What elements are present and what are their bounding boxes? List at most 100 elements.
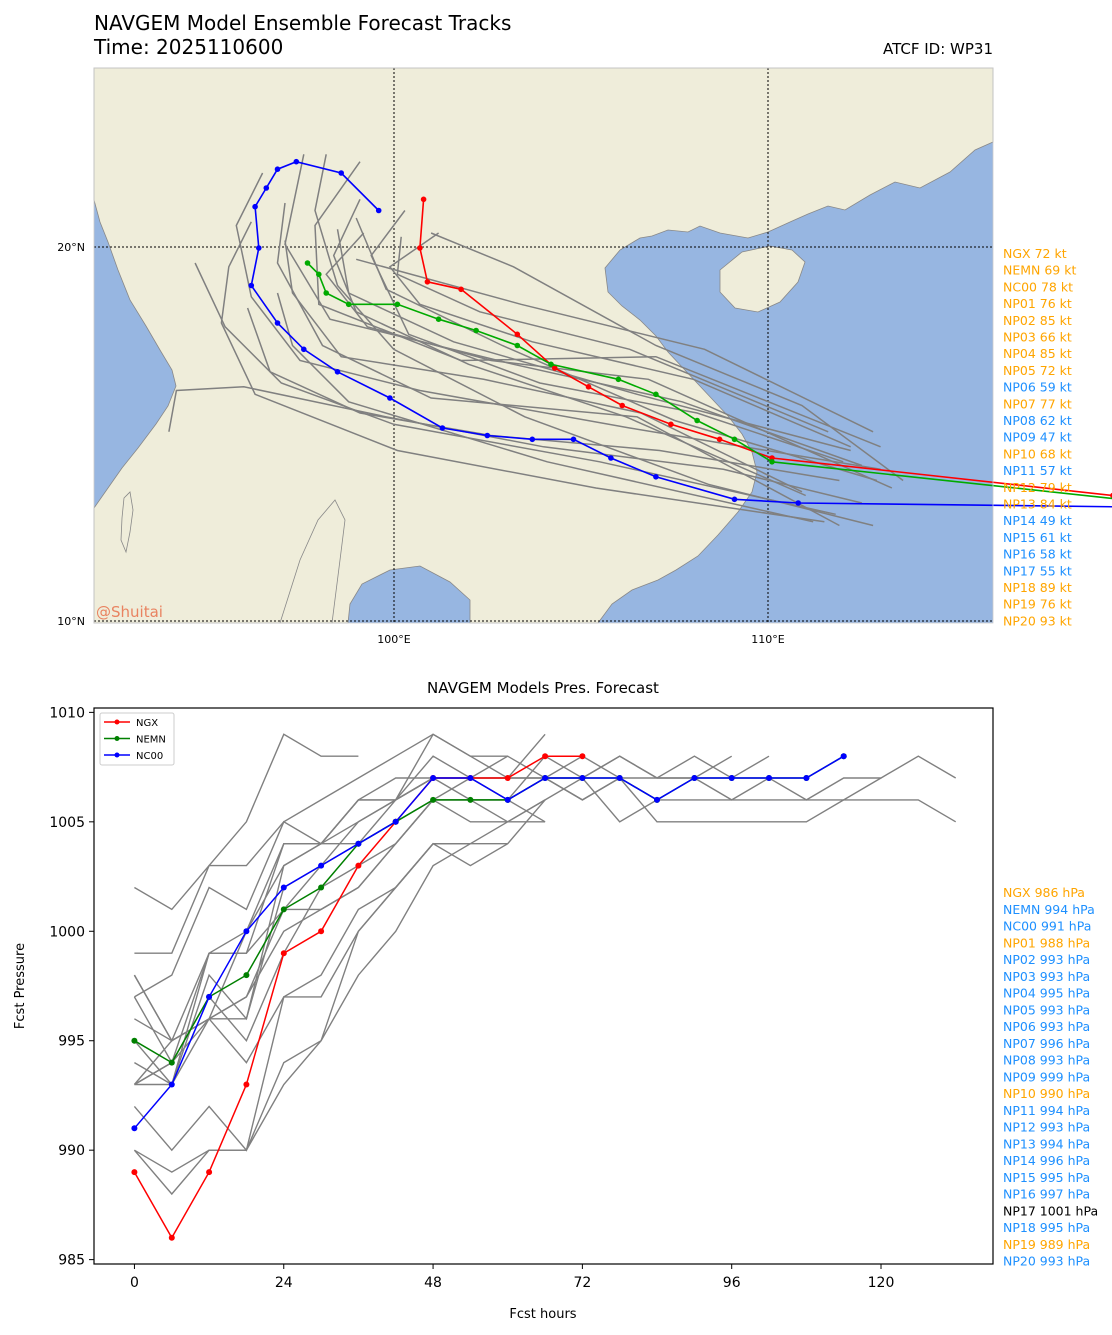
- pressure-member-14: [134, 799, 546, 1173]
- track-legend-item: NP05 72 kt: [1003, 363, 1072, 378]
- member-track-17: [332, 198, 807, 497]
- track-nc00-point: [255, 245, 262, 251]
- track-nc00-point: [293, 158, 300, 165]
- atcf-id-label: ATCF ID: WP31: [883, 40, 993, 58]
- pressure-legend-item: NP01 988 hPa: [1003, 935, 1090, 950]
- pressure-ngx-point: [579, 753, 586, 760]
- x-tick-label: 48: [424, 1275, 442, 1291]
- track-nemn-point: [615, 376, 622, 383]
- track-nc00-line: [250, 160, 1112, 508]
- pressure-legend-item: NP08 993 hPa: [1003, 1053, 1090, 1068]
- track-legend-item: NP02 85 kt: [1003, 313, 1072, 328]
- pressure-nc00-point: [131, 1125, 138, 1132]
- map-frame: [93, 67, 994, 624]
- track-nemn-point: [473, 327, 479, 334]
- y-tick-label: 995: [58, 1034, 85, 1050]
- track-nc00-point: [608, 455, 614, 461]
- track-nemn-point: [653, 391, 659, 398]
- x-tick-label: 0: [130, 1275, 139, 1291]
- member-track-16: [276, 292, 814, 523]
- pressure-legend-item: NP19 989 hPa: [1003, 1237, 1090, 1252]
- pressure-nc00-point: [616, 775, 623, 781]
- pressure-x-label: Fcst hours: [509, 1307, 576, 1322]
- pressure-nc00-point: [728, 775, 735, 781]
- map-land-malay: [279, 499, 346, 624]
- track-nc00-point: [248, 282, 255, 289]
- track-ngx-point: [424, 279, 431, 285]
- pressure-member-15: [133, 843, 471, 1196]
- pressure-ngx-point: [355, 862, 362, 869]
- track-ngx-point: [458, 286, 464, 293]
- track-nemn-point: [769, 459, 775, 465]
- map-land-mainland: [93, 67, 994, 624]
- map-title-line2: Time: 2025110600: [93, 35, 283, 59]
- track-legend-item: NP01 76 kt: [1003, 296, 1072, 311]
- track-legend-item: NP11 57 kt: [1003, 463, 1072, 478]
- track-legend-item: NP09 47 kt: [1003, 430, 1072, 445]
- track-nc00-point: [334, 369, 341, 375]
- pressure-legend-item: NP07 996 hPa: [1003, 1036, 1090, 1051]
- pressure-legend-item: NP10 990 hPa: [1003, 1086, 1090, 1101]
- series-legend-box: [99, 712, 175, 766]
- track-nc00-point: [263, 185, 270, 191]
- track-legend-item: NP06 59 kt: [1003, 380, 1072, 395]
- track-legend-item: NP12 79 kt: [1003, 480, 1072, 495]
- legend-nc00-label: NC00: [136, 751, 163, 762]
- pressure-nc00-point: [504, 796, 511, 803]
- track-nemn-line: [306, 262, 1112, 500]
- pressure-nc00-point: [691, 775, 698, 781]
- series-legend-items: NGX NEMN NC00: [104, 718, 166, 762]
- pressure-legend-item: NP11 994 hPa: [1003, 1103, 1090, 1118]
- pressure-legend-item: NP17 1001 hPa: [1003, 1203, 1098, 1218]
- pressure-legend-item: NP06 993 hPa: [1003, 1019, 1090, 1034]
- lat-label-20n: 20°N: [57, 241, 85, 254]
- pressure-nemn-point: [430, 796, 437, 803]
- track-legend-item: NP18 89 kt: [1003, 580, 1072, 595]
- pressure-legend-item: NP20 993 hPa: [1003, 1254, 1090, 1269]
- track-ngx-point: [417, 245, 423, 251]
- lon-label-110e: 110°E: [751, 633, 784, 646]
- pressure-nc00-line: [133, 755, 845, 1129]
- y-tick-label: 985: [58, 1253, 85, 1269]
- y-tick-label: 1010: [49, 705, 85, 721]
- pressure-nc00-point: [243, 928, 250, 935]
- track-nc00-point: [301, 346, 307, 353]
- pressure-nemn-point: [131, 1037, 138, 1044]
- track-legend-item: NP13 84 kt: [1003, 497, 1072, 512]
- pressure-legend-item: NEMN 994 hPa: [1003, 902, 1095, 917]
- track-ngx-point: [420, 196, 427, 203]
- member-track-10: [284, 240, 803, 493]
- pressure-nemn-line: [134, 755, 845, 1064]
- pressure-nemn-point: [243, 972, 250, 979]
- x-tick-label: 96: [723, 1275, 741, 1291]
- x-tick-label: 120: [868, 1275, 895, 1291]
- track-nc00-point: [274, 320, 281, 326]
- member-track-13: [314, 154, 874, 527]
- pressure-nc00-point: [430, 775, 437, 781]
- pressure-nc00-point: [318, 862, 325, 869]
- pressure-member-11: [133, 799, 546, 1065]
- pressure-nemn-point: [280, 906, 287, 913]
- pressure-nc00-point: [467, 775, 474, 781]
- pressure-nc00-point: [840, 753, 847, 760]
- track-legend-item: NP08 62 kt: [1003, 413, 1072, 428]
- pressure-nc00-point: [168, 1081, 175, 1088]
- pressure-nc00-point: [206, 993, 213, 1000]
- pressure-ngx-point: [318, 928, 325, 935]
- pressure-member-10: [134, 777, 546, 1086]
- member-track-20: [430, 232, 904, 482]
- lat-label-10n: 10°N: [57, 615, 85, 628]
- pressure-ngx-point: [168, 1234, 175, 1241]
- member-track-14: [370, 210, 844, 463]
- map-title-line1: NAVGEM Model Ensemble Forecast Tracks: [94, 11, 511, 35]
- track-legend-item: NP19 76 kt: [1003, 597, 1072, 612]
- pressure-nemn-point: [467, 796, 474, 803]
- legend-ngx-marker: [114, 719, 120, 725]
- map-island-andaman: [120, 491, 134, 554]
- track-nc00-point: [439, 425, 446, 431]
- x-tick-label: 24: [275, 1275, 293, 1291]
- pressure-nc00-point: [579, 775, 586, 781]
- track-legend-item: NP17 55 kt: [1003, 563, 1072, 578]
- pressure-named-series: [131, 753, 847, 1241]
